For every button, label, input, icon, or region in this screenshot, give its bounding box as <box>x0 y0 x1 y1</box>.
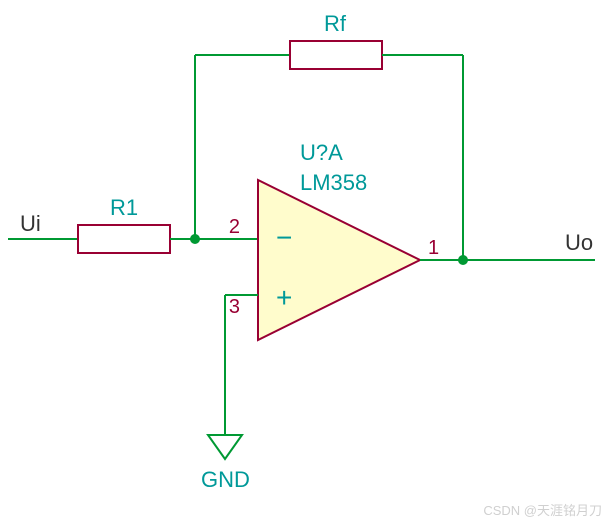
svg-text:1: 1 <box>428 237 439 259</box>
svg-text:+: + <box>276 282 292 313</box>
svg-text:Rf: Rf <box>324 11 347 36</box>
svg-text:−: − <box>276 222 292 253</box>
schematic-canvas: Ui R1 Rf U?A LM358 2 − 3 +1 Uo GND <box>0 0 610 525</box>
svg-text:R1: R1 <box>110 195 138 220</box>
svg-text:Uo: Uo <box>565 230 593 255</box>
svg-text:GND: GND <box>201 467 250 492</box>
svg-text:3: 3 <box>229 296 240 318</box>
svg-text:LM358: LM358 <box>300 170 367 195</box>
svg-text:U?A: U?A <box>300 140 343 165</box>
svg-text:2: 2 <box>229 216 240 238</box>
svg-text:Ui: Ui <box>20 211 41 236</box>
